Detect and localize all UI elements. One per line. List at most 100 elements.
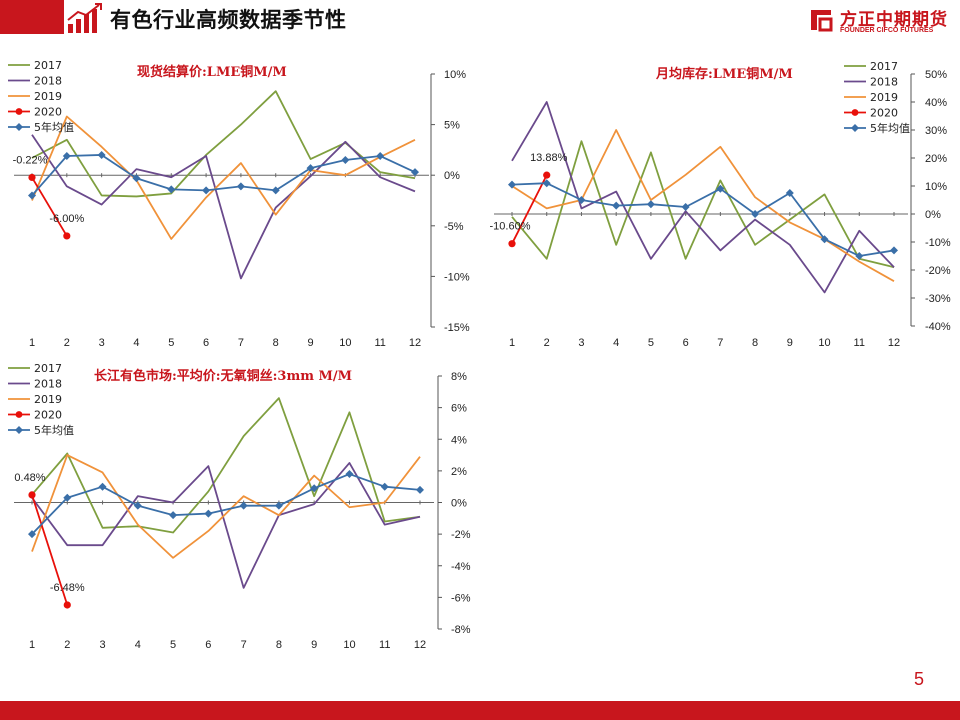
series-line-5年均值 (31, 154, 416, 197)
data-point-5年均值 (169, 511, 178, 520)
company-logo: 方正中期期货 FOUNDER CIFCO FUTURES (808, 6, 954, 40)
data-point-5年均值 (751, 210, 760, 218)
chart-title: 长江有色市场:平均价:无氧铜丝:3mm M/M (94, 368, 352, 384)
x-tick-label: 2 (544, 337, 550, 349)
y-tick-label: -10% (444, 271, 470, 283)
x-tick-label: 6 (203, 337, 209, 349)
legend-marker (851, 124, 859, 132)
data-point-5年均值 (508, 180, 516, 189)
data-point-5年均值 (820, 235, 829, 244)
x-tick-label: 8 (276, 639, 282, 651)
data-point-2020 (543, 171, 551, 179)
x-tick-label: 3 (578, 337, 584, 349)
footer-accent-bar (0, 701, 960, 720)
chart-lme-copper-monthly-stock: 50%40%30%20%10%0%-10%-20%-30%-40%1 2 3 4 5 6 7… (490, 60, 951, 349)
data-point-5年均值 (577, 196, 586, 204)
y-tick-label: -10% (925, 237, 951, 249)
legend-label: 5年均值 (870, 121, 910, 135)
legend-label: 2019 (34, 90, 62, 103)
data-point-5年均值 (646, 200, 655, 209)
x-tick-label: 12 (888, 337, 900, 349)
y-tick-label: 4% (451, 434, 467, 446)
data-point-2020 (28, 173, 36, 182)
data-point-5年均值 (376, 151, 385, 160)
y-tick-label: 6% (451, 403, 467, 415)
data-point-5年均值 (380, 482, 389, 491)
x-tick-label: 3 (99, 337, 105, 349)
x-tick-label: 3 (99, 639, 105, 651)
series-line-2020 (31, 494, 69, 606)
y-tick-label: -40% (925, 321, 951, 333)
legend-label: 2018 (34, 75, 62, 88)
x-tick-label: 1 (29, 639, 35, 651)
data-label: -0.22% (13, 154, 48, 166)
legend-label: 2020 (870, 107, 898, 120)
series-line-2020 (511, 174, 548, 245)
legend-label: 5年均值 (34, 423, 74, 437)
y-tick-label: 30% (925, 125, 947, 137)
x-tick-label: 10 (339, 337, 351, 349)
y-tick-label: 2% (451, 466, 467, 478)
data-point-5年均值 (28, 191, 36, 200)
data-point-5年均值 (132, 174, 141, 183)
legend-label: 2018 (870, 76, 898, 89)
data-label: 0.48% (14, 472, 45, 484)
x-tick-label: 10 (343, 639, 355, 651)
series-line-2018 (31, 462, 421, 589)
data-point-5年均值 (306, 164, 315, 173)
y-tick-label: -30% (925, 293, 951, 305)
logo-name-cn: 方正中期期货 (840, 10, 948, 30)
data-point-5年均值 (62, 151, 71, 160)
series-line-2019 (511, 129, 895, 282)
data-point-5年均值 (341, 156, 350, 165)
page-title: 有色行业高频数据季节性 (110, 8, 347, 32)
y-tick-label: -5% (444, 221, 464, 233)
logo-name-en: FOUNDER CIFCO FUTURES (840, 27, 934, 34)
data-point-5年均值 (681, 203, 690, 211)
y-tick-label: 8% (451, 371, 467, 383)
legend-label: 2017 (34, 59, 62, 72)
y-tick-label: 10% (444, 69, 466, 81)
legend-label: 2019 (34, 393, 62, 406)
x-tick-label: 5 (168, 337, 174, 349)
x-tick-label: 7 (238, 337, 244, 349)
y-tick-label: 20% (925, 153, 947, 165)
data-point-5年均值 (98, 482, 107, 491)
x-tick-label: 7 (717, 337, 723, 349)
x-tick-label: 1 (509, 337, 515, 349)
legend-marker (15, 123, 23, 131)
y-tick-label: 0% (925, 209, 941, 221)
data-point-5年均值 (63, 493, 72, 502)
data-point-5年均值 (855, 252, 864, 260)
x-tick-label: 11 (854, 337, 865, 349)
y-tick-label: -6% (451, 592, 471, 604)
x-tick-label: 12 (409, 337, 421, 349)
data-point-5年均值 (239, 501, 248, 510)
legend-label: 5年均值 (34, 120, 74, 134)
series-line-2019 (31, 454, 421, 559)
chart-lme-copper-settlement-price: 10%5%0%-5%-10%-15%1 2 3 4 5 6 7 8 9 10 11 12-0.22%-… (8, 59, 470, 349)
legend-label: 2019 (870, 91, 898, 104)
series-line-2018 (31, 134, 416, 280)
y-tick-label: 5% (444, 120, 460, 132)
legend-label: 2020 (34, 409, 62, 422)
legend-marker (15, 411, 23, 418)
data-point-5年均值 (133, 501, 142, 510)
data-point-2020 (28, 491, 36, 499)
data-point-5年均值 (612, 201, 621, 210)
x-tick-label: 10 (818, 337, 830, 349)
data-point-5年均值 (542, 179, 551, 188)
data-point-5年均值 (204, 509, 213, 518)
data-point-5年均值 (411, 168, 419, 177)
y-tick-label: -15% (444, 322, 470, 334)
x-tick-label: 9 (307, 337, 313, 349)
y-tick-label: 50% (925, 69, 947, 81)
x-tick-label: 4 (133, 337, 139, 349)
y-tick-label: 10% (925, 181, 947, 193)
data-point-5年均值 (271, 186, 280, 195)
data-label: -10.60% (490, 221, 531, 233)
data-point-5年均值 (716, 184, 725, 193)
series-line-2017 (31, 397, 421, 534)
x-tick-label: 1 (29, 337, 35, 349)
x-tick-label: 5 (170, 639, 176, 651)
